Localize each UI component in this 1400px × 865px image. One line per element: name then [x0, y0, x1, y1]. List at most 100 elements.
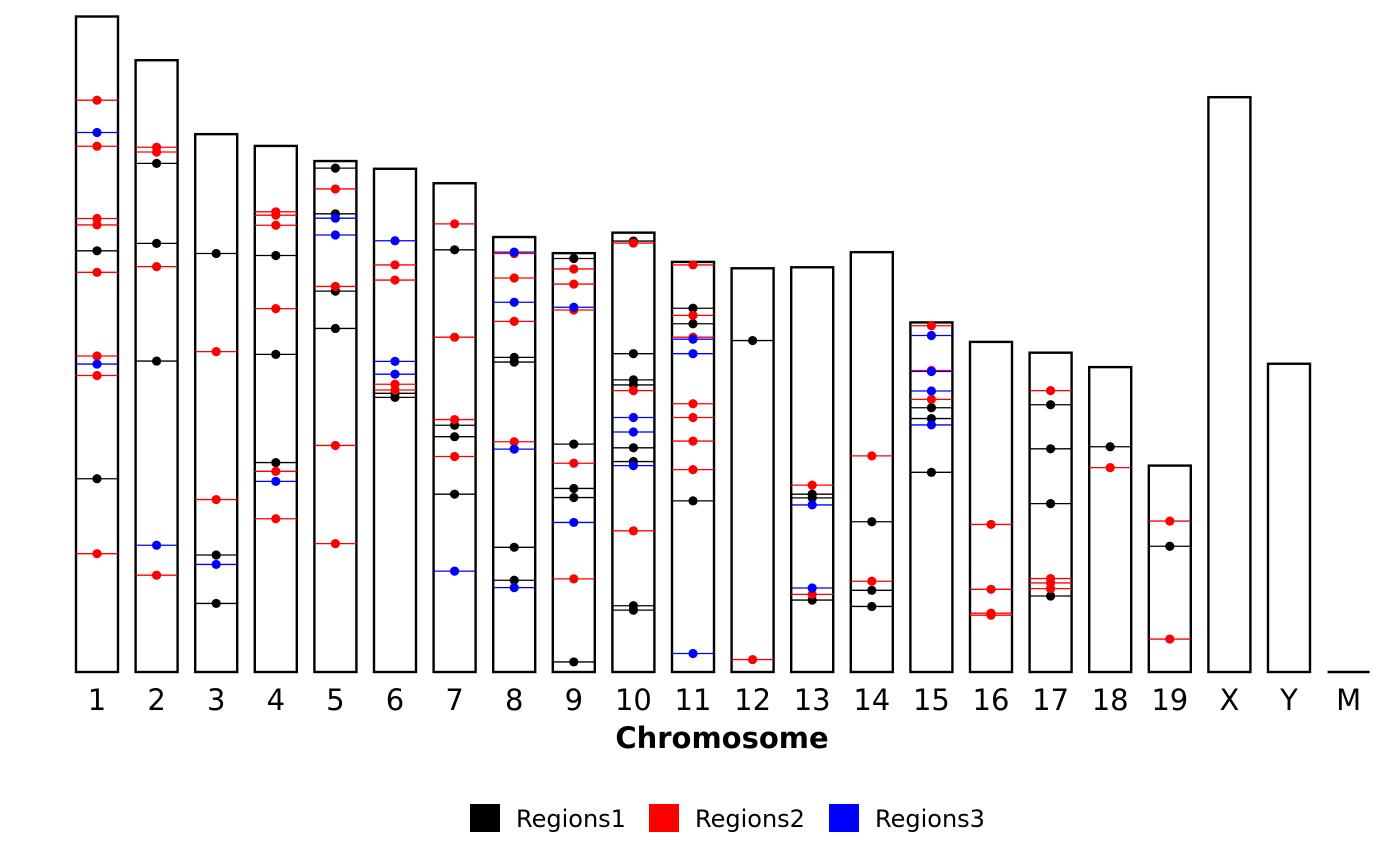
- regions2-region-point: [330, 440, 340, 451]
- regions2-region-chr4: [254, 304, 297, 314]
- regions2-region-point: [628, 238, 639, 248]
- regions1-region-chr8: [493, 575, 536, 585]
- regions2-region-chr1: [76, 267, 118, 277]
- regions1-region-chr3: [195, 248, 238, 259]
- regions3-region-point: [390, 236, 400, 246]
- regions3-region-point: [807, 500, 817, 510]
- regions3-region-point: [92, 359, 102, 369]
- regions2-region-point: [569, 264, 579, 274]
- regions1-region-chr17: [1029, 498, 1072, 509]
- regions2-region-chr13: [791, 480, 834, 490]
- regions2-region-point: [271, 466, 281, 476]
- regions3-region-chr9: [552, 302, 595, 312]
- regions2-region-chr16: [970, 584, 1012, 594]
- regions2-region-point: [152, 262, 162, 272]
- regions1-region-chr4: [254, 250, 297, 261]
- legend-swatch-regions2: [649, 804, 679, 832]
- regions3-region-chr2: [135, 540, 178, 550]
- regions1-region-chr18: [1089, 442, 1132, 452]
- regions1-region-chr19: [1148, 541, 1191, 551]
- regions1-region-chr7: [433, 489, 476, 499]
- regions2-region-point: [688, 260, 698, 270]
- regions1-region-point: [748, 335, 758, 346]
- regions3-region-chr10: [612, 461, 655, 471]
- regions1-region-chr9: [552, 483, 595, 494]
- regions1-region-chr8: [493, 357, 536, 367]
- regions1-region-point: [1046, 400, 1056, 410]
- regions2-region-point: [1046, 386, 1056, 396]
- regions2-region-chr6: [374, 385, 416, 395]
- regions2-region-point: [450, 332, 460, 342]
- chromosome-7: [432, 182, 477, 674]
- x-tick-label-4: 4: [267, 683, 285, 717]
- regions2-region-chr1: [76, 95, 118, 105]
- regions1-region-chr10: [612, 605, 655, 615]
- regions1-region-chr2: [135, 238, 178, 249]
- x-tick-labels: 1 2 3 4 5 6 7 8 9 10 11 12 13 14 15 16 17 18 19 X Y M: [88, 683, 1361, 717]
- legend-swatch-regions3: [829, 804, 859, 832]
- x-tick-label-15: 15: [913, 683, 950, 717]
- regions2-region-point: [92, 95, 102, 105]
- legend: Regions1 Regions2 Regions3: [470, 804, 985, 833]
- regions2-region-chr14: [850, 576, 893, 586]
- regions3-region-point: [628, 427, 639, 437]
- regions2-region-chr10: [612, 386, 655, 396]
- regions3-region-point: [390, 369, 400, 379]
- chromosome-X: [1207, 95, 1252, 674]
- regions3-region-chr15: [910, 420, 953, 430]
- chromosome-5: [313, 159, 358, 674]
- regions2-region-point: [986, 519, 996, 530]
- regions3-region-point: [569, 302, 579, 312]
- chromosome-8: [492, 235, 537, 674]
- regions2-region-point: [330, 184, 340, 194]
- x-tick-label-8: 8: [505, 683, 523, 717]
- regions1-region-chr17: [1029, 400, 1072, 410]
- regions1-region-point: [152, 238, 162, 249]
- regions1-region-point: [92, 246, 102, 256]
- regions2-region-chr11: [672, 310, 714, 320]
- regions2-region-chr5: [314, 440, 357, 451]
- regions2-region-chr11: [672, 412, 714, 423]
- chromosome-10: [611, 231, 656, 674]
- legend-item-regions1: Regions1: [470, 804, 626, 833]
- regions2-region-chr11: [672, 260, 714, 270]
- regions2-region-chr10: [612, 526, 655, 536]
- regions2-region-point: [271, 210, 281, 220]
- chromosome-Y: [1266, 362, 1312, 674]
- regions2-region-chr10: [612, 238, 655, 248]
- regions1-region-point: [509, 575, 519, 585]
- regions2-region-chr9: [552, 279, 595, 289]
- regions1-region-point: [211, 598, 221, 609]
- regions2-region-chr3: [195, 494, 238, 505]
- regions1-region-point: [271, 457, 281, 468]
- regions3-region-chr8: [493, 444, 536, 454]
- regions1-region-point: [1046, 591, 1056, 601]
- regions1-region-chr3: [195, 598, 238, 609]
- regions2-region-chr4: [254, 466, 297, 476]
- regions3-region-chr1: [76, 127, 118, 138]
- regions3-region-point: [509, 247, 519, 257]
- regions2-region-chr1: [76, 220, 118, 230]
- regions3-region-point: [330, 213, 340, 223]
- regions1-region-point: [1046, 444, 1056, 454]
- regions2-region-point: [688, 310, 698, 320]
- regions3-region-point: [926, 330, 937, 341]
- regions2-region-point: [569, 574, 579, 584]
- regions2-region-chr9: [552, 574, 595, 584]
- regions3-region-point: [688, 349, 698, 359]
- regions3-region-point: [926, 386, 937, 396]
- x-axis-title: Chromosome: [615, 721, 828, 755]
- x-tick-label-3: 3: [207, 683, 225, 717]
- regions3-region-point: [271, 476, 281, 487]
- regions2-region-chr4: [254, 220, 297, 230]
- regions1-region-point: [152, 158, 162, 169]
- regions2-region-chr5: [314, 538, 357, 549]
- regions3-region-chr13: [791, 500, 834, 510]
- regions2-region-point: [509, 316, 519, 326]
- regions1-region-point: [509, 542, 519, 552]
- regions1-region-chr2: [135, 356, 178, 366]
- regions1-region-chr9: [552, 492, 595, 503]
- regions3-region-chr15: [910, 330, 953, 341]
- regions2-region-chr7: [433, 219, 476, 229]
- regions2-region-chr16: [970, 519, 1012, 530]
